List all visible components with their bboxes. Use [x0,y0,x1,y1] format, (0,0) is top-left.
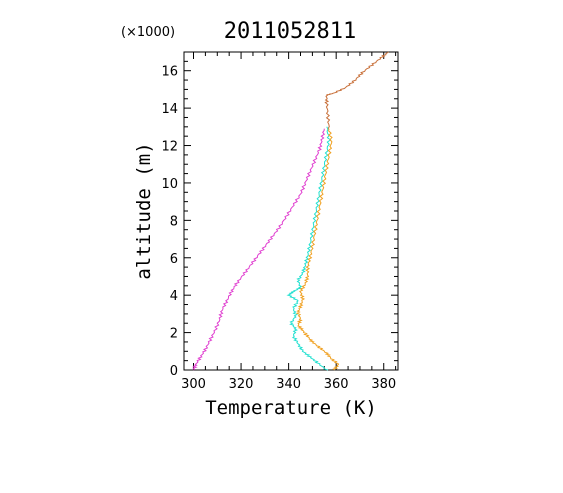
y-tick-label-5: 10 [161,177,178,192]
x-tick-label-4: 380 [371,377,396,392]
y-tick-label-1: 2 [170,327,178,342]
y-tick-label-6: 12 [161,140,178,155]
series-group [192,51,389,371]
y-axis-label: altitude (m) [133,142,155,279]
axis-ticks [184,51,398,371]
y-tick-label-3: 6 [170,252,178,267]
x-tick-label-2: 340 [276,377,301,392]
series-line-0 [192,128,326,371]
series-line-3 [324,51,389,129]
series-line-2 [295,128,340,371]
y-multiplier: (×1000) [121,25,175,40]
y-tick-label-0: 0 [170,364,178,379]
series-line-1 [286,126,332,371]
x-tick-label-3: 360 [324,377,349,392]
y-tick-label-4: 8 [170,214,178,229]
y-tick-label-7: 14 [161,102,178,117]
x-tick-label-0: 300 [181,377,206,392]
y-tick-label-8: 16 [161,65,178,80]
x-tick-label-1: 320 [229,377,254,392]
x-axis-label: Temperature (K) [205,397,377,419]
chart-title: 2011052811 [224,19,356,44]
axis-tick-labels: 300 320 340 360 380 0 2 4 6 8 10 12 14 16 [161,65,396,392]
y-tick-label-2: 4 [170,289,178,304]
